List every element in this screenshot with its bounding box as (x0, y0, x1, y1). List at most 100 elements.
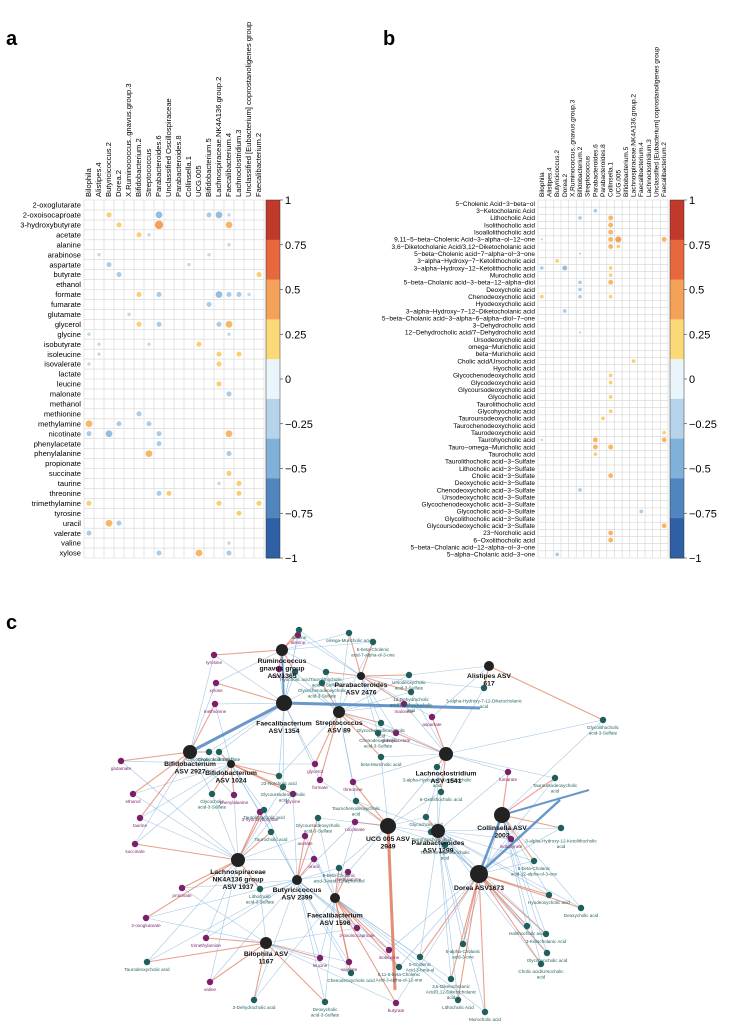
correlation-dot (608, 409, 613, 414)
network-edge (297, 634, 362, 677)
correlation-dot (608, 473, 614, 479)
network-edge (259, 879, 298, 890)
row-label: Lithocholic Acid (490, 215, 535, 222)
taxon-label: ASV 1354 (269, 728, 300, 735)
bile-acid-label: Glycochenodeoxycholic (357, 728, 406, 733)
row-label: Isolithocholic acid (484, 222, 535, 229)
colorbar-segment (670, 398, 684, 440)
network-edge (230, 763, 235, 796)
bile-acid-label: acid-12-alpha-ol-3-one (511, 871, 558, 876)
taxon-label: Faecalibacterium (307, 913, 363, 920)
row-label: lactate (59, 370, 81, 379)
network-edge (132, 751, 191, 795)
metabolite-label: threonine (343, 787, 363, 792)
network-edge (205, 879, 298, 939)
correlation-dot (216, 321, 222, 327)
correlation-dot (87, 362, 91, 366)
correlation-dot (256, 272, 262, 278)
taxon-node (439, 747, 453, 761)
column-label: Unclassified [Eubacterium] coprostanolig… (244, 22, 253, 197)
network-edge (450, 873, 480, 980)
network-edge (218, 702, 285, 753)
correlation-dot (608, 537, 614, 543)
network-edge (314, 711, 340, 765)
correlation-dot (147, 233, 151, 237)
bile-acid-label: acid-3-Sulfate (198, 804, 227, 809)
bile-acid-label: 3-Ketocholanic Acid (526, 939, 567, 944)
network-edge (395, 732, 447, 755)
correlation-dot (608, 395, 613, 399)
correlation-dot (97, 342, 101, 346)
network-edge (263, 809, 298, 881)
row-label: Taurochenodeoxycholic acid (453, 423, 535, 430)
bile-acid-label: Chenodeoxycholic acid (327, 978, 375, 983)
bile-acid-label: acid-3-Sulfate (589, 730, 618, 735)
network-edge-strong (283, 701, 481, 710)
metabolite-node (345, 958, 353, 966)
network-edge (437, 771, 509, 832)
metabolite-label: phenylalanine (220, 800, 249, 805)
metabolite-label: fumarate (499, 777, 518, 782)
taxon-label: Parabacteroides (412, 840, 465, 847)
bile-acid-node (215, 748, 223, 756)
bile-acid-node (551, 774, 559, 782)
metabolite-node (344, 868, 352, 876)
taxon-label: ASV 1596 (320, 920, 351, 927)
taxon-label: Bifidobacterium (164, 761, 216, 768)
network-edge (437, 830, 486, 1013)
network-edge (478, 873, 547, 935)
bile-acid-label: acid-3-beta-12-alpha-diol (313, 878, 364, 883)
metabolite-node (310, 855, 318, 863)
network-edge-strong (478, 799, 561, 875)
column-label: Lachnospiraceae.NK4A136.group.2 (631, 94, 638, 197)
network-edge (313, 858, 336, 899)
network-edge (317, 817, 336, 899)
bile-acid-node (542, 930, 550, 938)
correlation-dot (156, 431, 162, 437)
row-label: methanol (50, 400, 82, 409)
colorbar-tick-label: −0.75 (285, 508, 313, 520)
bile-acid-label: Acid/3,12-Diketocholanic (426, 989, 477, 994)
network-edge (215, 649, 283, 684)
row-label: malonate (50, 390, 81, 399)
bile-acid-node (205, 748, 213, 756)
network-edge (360, 675, 412, 693)
colorbar-tick-label: −0.25 (689, 419, 717, 431)
bile-acid-label: Hyocholic acid (280, 677, 310, 682)
network-edge (380, 722, 447, 755)
row-label: trimethylamine (32, 499, 81, 508)
correlation-dot (227, 213, 231, 217)
row-label: methionine (44, 409, 81, 418)
metabolite-label: ethanol (125, 799, 140, 804)
metabolite-node (349, 778, 357, 786)
network-edge (334, 897, 397, 1004)
network-edge (237, 793, 294, 861)
column-label: Unclassified Oscillospiraceae (164, 98, 173, 197)
row-label: 3−alpha−Hydroxy−7−12−Diketocholanic acid (406, 308, 536, 315)
taxon-label: 617 (483, 681, 495, 688)
bile-acid-node (143, 958, 151, 966)
network-edge (270, 831, 298, 881)
network-edge-strong (386, 825, 397, 991)
correlation-dot (116, 520, 122, 526)
bile-acid-label: beta-Muricholic acid (361, 762, 402, 767)
correlation-dot (87, 332, 91, 336)
bile-acid-label: 3-alpha-Hydroxy-12-Ketolithocholic (525, 838, 597, 843)
network-edge (230, 763, 272, 833)
row-label: 5−beta−Cholenic acid−7−alpha−ol−3−one (414, 251, 535, 258)
network-edge (209, 942, 267, 983)
column-label: Faecalibacterium.2 (661, 142, 668, 197)
column-label: Alistipes.4 (94, 162, 103, 197)
network-edge (445, 753, 556, 779)
network-edge (205, 937, 267, 944)
network-edge (352, 781, 389, 827)
row-label: glycerol (55, 320, 81, 329)
panel-label-a: a (6, 28, 18, 50)
metabolite-node (316, 954, 324, 962)
correlation-dot (608, 215, 614, 221)
correlation-dot (555, 259, 559, 263)
row-label: Taurolithocholic acid (476, 401, 535, 408)
correlation-dot (146, 421, 152, 427)
row-label: leucine (57, 380, 81, 389)
metabolite-node (392, 999, 400, 1007)
